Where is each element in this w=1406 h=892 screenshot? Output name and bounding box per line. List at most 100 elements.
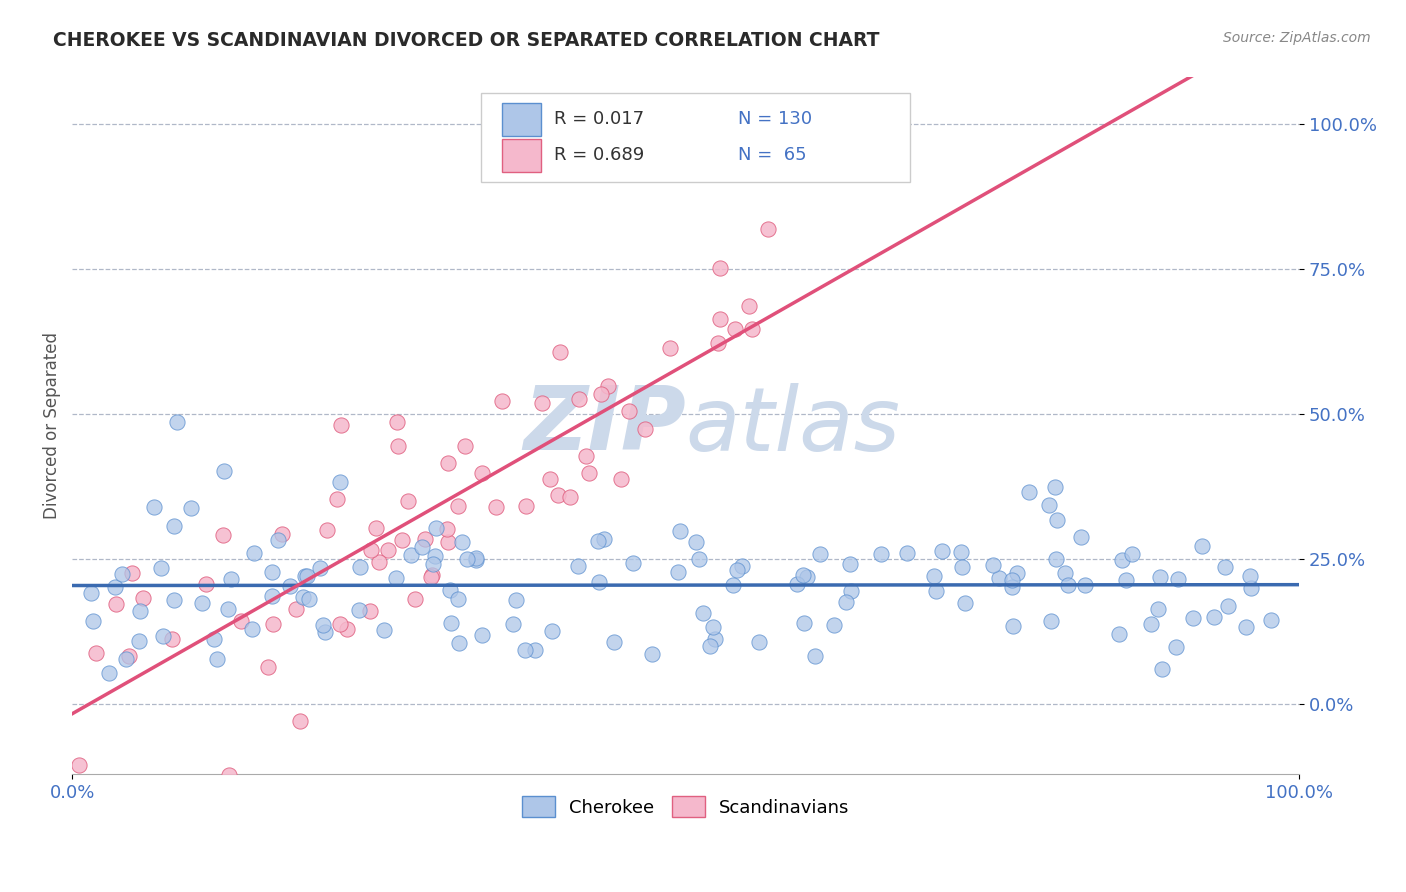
Point: [262, 617, 284, 632]
Point: [325, 492, 347, 507]
Point: [80, 586, 103, 600]
Point: [823, 618, 845, 632]
Point: [1057, 578, 1080, 592]
Point: [709, 312, 731, 326]
Point: [567, 559, 589, 574]
Point: [1204, 610, 1226, 624]
Point: [329, 616, 352, 631]
Point: [285, 602, 308, 616]
Point: [464, 550, 486, 565]
Point: [839, 584, 862, 599]
Point: [950, 560, 973, 574]
Point: [981, 558, 1004, 573]
Point: [162, 632, 184, 646]
FancyBboxPatch shape: [502, 139, 541, 172]
Point: [578, 467, 600, 481]
Point: [292, 591, 315, 605]
Point: [132, 591, 155, 605]
Point: [330, 418, 353, 433]
Point: [114, 787, 136, 801]
Point: [298, 592, 321, 607]
Point: [603, 635, 626, 649]
Point: [194, 577, 217, 591]
Point: [523, 643, 546, 657]
Point: [229, 615, 252, 629]
Point: [163, 593, 186, 607]
Point: [593, 532, 616, 546]
Point: [118, 648, 141, 663]
Point: [267, 533, 290, 547]
Point: [436, 522, 458, 536]
Point: [420, 570, 443, 584]
Point: [548, 345, 571, 359]
Point: [792, 568, 814, 582]
Point: [82, 614, 104, 628]
Point: [152, 629, 174, 643]
Point: [312, 617, 335, 632]
Point: [793, 615, 815, 630]
Point: [588, 574, 610, 589]
Point: [1108, 627, 1130, 641]
Point: [953, 596, 976, 610]
Point: [925, 584, 948, 599]
Point: [294, 569, 316, 583]
Point: [738, 300, 761, 314]
Point: [808, 547, 831, 561]
Point: [1121, 548, 1143, 562]
Point: [1234, 620, 1257, 634]
Point: [505, 593, 527, 607]
Point: [404, 592, 426, 607]
Point: [1074, 578, 1097, 592]
Point: [391, 533, 413, 547]
Point: [1070, 530, 1092, 544]
Text: Source: ZipAtlas.com: Source: ZipAtlas.com: [1223, 31, 1371, 45]
Point: [786, 576, 808, 591]
Point: [166, 415, 188, 429]
Point: [669, 524, 692, 539]
Legend: Cherokee, Scandinavians: Cherokee, Scandinavians: [515, 789, 856, 824]
Point: [464, 553, 486, 567]
Point: [377, 542, 399, 557]
Point: [218, 768, 240, 782]
Point: [731, 558, 754, 573]
Point: [129, 604, 152, 618]
Point: [491, 394, 513, 409]
Y-axis label: Divorced or Separated: Divorced or Separated: [44, 333, 60, 519]
Point: [104, 598, 127, 612]
Point: [219, 572, 242, 586]
Point: [437, 456, 460, 470]
Point: [316, 523, 339, 537]
Point: [1140, 617, 1163, 632]
Point: [240, 622, 263, 636]
Point: [666, 565, 689, 579]
Point: [212, 528, 235, 542]
Point: [634, 422, 657, 436]
Point: [1018, 485, 1040, 500]
Point: [471, 467, 494, 481]
Text: R = 0.689: R = 0.689: [554, 146, 645, 164]
Text: ZIP: ZIP: [523, 383, 686, 469]
Point: [641, 648, 664, 662]
Point: [217, 601, 239, 615]
Point: [1260, 613, 1282, 627]
Point: [1182, 611, 1205, 625]
Point: [621, 556, 644, 570]
FancyBboxPatch shape: [481, 93, 910, 182]
Point: [454, 439, 477, 453]
Point: [1216, 599, 1239, 613]
Point: [384, 571, 406, 585]
Point: [162, 519, 184, 533]
Point: [288, 714, 311, 728]
Point: [513, 642, 536, 657]
Point: [262, 565, 284, 579]
Point: [1054, 566, 1077, 580]
Point: [707, 335, 730, 350]
Point: [575, 449, 598, 463]
Point: [704, 632, 727, 647]
Point: [950, 545, 973, 559]
Point: [591, 387, 613, 401]
Point: [741, 322, 763, 336]
Point: [702, 620, 724, 634]
Point: [143, 500, 166, 515]
Point: [1039, 615, 1062, 629]
